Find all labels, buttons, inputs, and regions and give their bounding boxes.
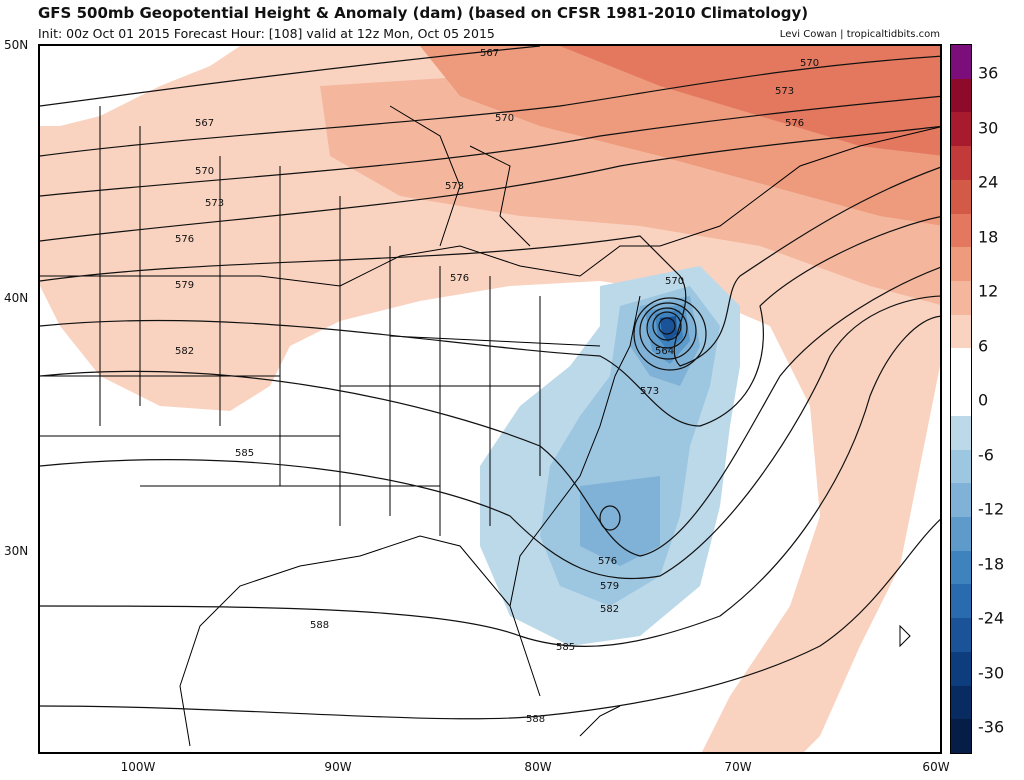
colorbar-swatch [951,314,971,349]
colorbar-tick-label: 36 [978,63,999,83]
credit-text: Levi Cowan | tropicaltidbits.com [779,29,940,40]
colorbar-swatch [951,719,971,754]
colorbar-swatch [951,213,971,248]
colorbar-swatch [951,517,971,552]
colorbar-swatch [951,45,971,80]
contour-label: 573 [445,181,464,192]
contour-label: 570 [195,166,214,177]
contour-label: 567 [480,48,499,59]
contour-label: 585 [556,642,575,653]
contour-label: 576 [598,556,617,567]
contour-label: 573 [775,86,794,97]
colorbar-tick-label: -18 [978,554,1005,573]
colorbar-swatch [951,78,971,113]
contour-label: 585 [235,448,254,459]
colorbar-tick-label: -36 [978,717,1005,737]
contour-label: 573 [640,386,659,397]
contour-label: 588 [310,620,329,631]
colorbar-tick-label: 6 [978,336,989,355]
colorbar-tick-label: -12 [978,499,1005,519]
contour-label: 576 [175,234,194,245]
colorbar-swatch [951,651,971,687]
contour-label: 588 [526,714,545,725]
contour-label: 570 [665,276,684,287]
colorbar-swatch [951,584,971,619]
map-panel: 567 570 567 570 573 570 573 576 573 576 … [38,44,942,754]
contour-label: 567 [195,118,214,129]
colorbar-tick-label: 18 [978,227,999,246]
colorbar-swatch [951,449,971,484]
map-svg: 567 570 567 570 573 570 573 576 573 576 … [40,46,940,752]
colorbar-swatch [951,112,971,147]
colorbar-tick-label: -30 [978,663,1005,682]
colorbar-swatch [951,382,971,417]
map-title: GFS 500mb Geopotential Height & Anomaly … [38,4,809,22]
contour-label: 576 [785,118,804,129]
colorbar-tick-label: -24 [978,608,1005,628]
lon-label-60w: 60W [922,760,950,774]
contour-label: 582 [175,346,194,357]
contour-label: 576 [450,273,469,284]
contour-label: 573 [205,198,224,209]
lon-label-100w: 100W [120,760,156,774]
contour-label: 564 [655,346,674,357]
colorbar-tick-label: 30 [978,118,999,137]
forecast-info: Init: 00z Oct 01 2015 Forecast Hour: [10… [38,26,495,41]
lon-label-80w: 80W [524,760,552,774]
contour-labels: 567 570 567 570 573 570 573 576 573 576 … [175,48,819,725]
contour-label: 582 [600,604,619,615]
contour-label: 570 [495,113,514,124]
lat-label-50n: 50N [4,38,29,52]
colorbar-tick-label: 0 [978,390,989,410]
lat-label-40n: 40N [4,291,29,305]
colorbar-swatch [951,483,971,518]
colorbar-swatch [951,247,971,282]
anomaly-colorbar [950,44,972,754]
colorbar-swatch [951,348,971,383]
colorbar-tick-label: 12 [978,281,999,301]
lat-label-30n: 30N [4,544,29,558]
lon-label-90w: 90W [324,760,352,774]
colorbar-swatch [951,179,971,215]
contour-label: 570 [800,58,819,69]
colorbar-swatch [951,618,971,653]
contour-label: 579 [175,280,194,291]
colorbar-swatch [951,550,971,585]
contour-label: 579 [600,581,619,592]
colorbar-swatch [951,146,971,181]
colorbar-tick-label: -6 [978,445,994,464]
positive-anomaly-shading [40,46,940,752]
lon-label-70w: 70W [724,760,752,774]
height-contours [40,46,940,720]
colorbar-swatch [951,685,971,720]
colorbar-tick-label: 24 [978,172,999,192]
colorbar-swatch [951,281,971,316]
colorbar-swatch [951,415,971,451]
